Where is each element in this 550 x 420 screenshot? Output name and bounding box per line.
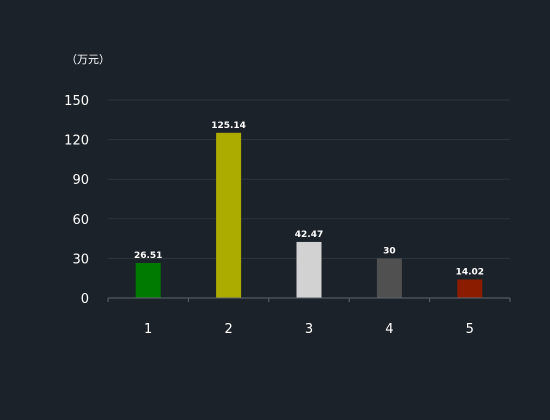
bars [135, 132, 483, 298]
y-tick-label: 0 [81, 292, 89, 307]
y-tick-label: 30 [72, 252, 89, 267]
y-tick-label: 90 [72, 173, 89, 188]
data-label: 14.02 [456, 267, 484, 277]
y-axis-ticks: 150 120 90 60 30 0 [64, 94, 89, 307]
data-label: 30 [383, 246, 396, 256]
y-tick-label: 150 [64, 94, 89, 109]
bar [376, 258, 402, 298]
bar [457, 279, 483, 298]
data-labels: 26.51 125.14 42.47 30 14.02 [134, 121, 484, 278]
x-tick-label: 4 [385, 322, 393, 337]
y-axis-unit-label: （万元） [66, 53, 110, 66]
x-axis: 1 2 3 4 5 [107, 297, 511, 337]
y-tick-label: 60 [72, 213, 89, 228]
bar [296, 241, 322, 298]
x-tick-label: 5 [466, 322, 474, 337]
x-tick-label: 3 [305, 322, 313, 337]
y-tick-label: 120 [64, 134, 89, 149]
data-label: 26.51 [134, 251, 162, 261]
data-label: 125.14 [211, 121, 246, 131]
data-label: 42.47 [295, 230, 323, 240]
bar [216, 132, 242, 298]
x-tick-label: 1 [144, 322, 152, 337]
bar [135, 263, 161, 298]
x-tick-label: 2 [224, 322, 232, 337]
